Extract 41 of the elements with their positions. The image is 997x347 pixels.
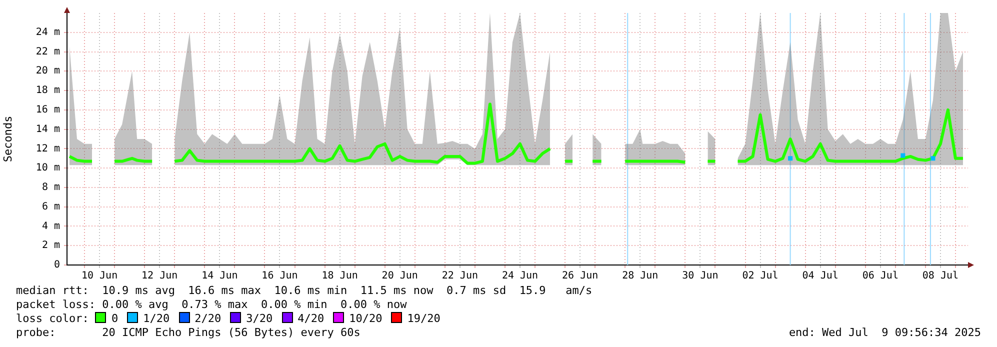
- x-tick-label: 06 Jul: [862, 270, 898, 282]
- legend-label: 10/20: [348, 312, 382, 325]
- legend-label: 0: [110, 312, 118, 325]
- y-tick-label: 0: [54, 260, 60, 271]
- y-axis-title: Seconds: [1, 116, 14, 162]
- y-tick-label: 8 m: [42, 182, 60, 194]
- text: median rtt: 10.9 ms avg 16.6 ms max 10.6 ms min 11.5 ms now 0.7 ms sd 15.9 am/s: [16, 284, 594, 298]
- x-tick-label: 08 Jul: [922, 270, 959, 282]
- y-tick-label: 4 m: [42, 220, 60, 232]
- y-tick-label: 14 m: [36, 124, 60, 135]
- y-tick-label: 10 m: [36, 162, 60, 174]
- x-tick-label: 02 Jul: [742, 270, 778, 282]
- text: probe: 20 ICMP Echo Pings (56 Bytes) every 60s: [16, 326, 360, 339]
- x-tick-label: 28 Jun: [622, 270, 658, 282]
- legend-label: 19/20: [406, 312, 440, 325]
- y-tick-label: 12 m: [36, 143, 60, 154]
- legend-label: 1/20: [142, 312, 170, 325]
- y-tick-label: 6 m: [42, 201, 60, 212]
- x-tick-label: 20 Jun: [382, 270, 418, 282]
- y-tick-label: 24 m: [36, 26, 60, 38]
- y-tick-label: 16 m: [36, 104, 60, 116]
- text: end: Wed Jul 9 09:56:34 2025: [788, 326, 981, 340]
- x-tick-label: 16 Jun: [262, 270, 298, 282]
- y-tick-label: 22 m: [36, 46, 60, 58]
- y-tick-label: 20 m: [36, 66, 60, 77]
- x-tick-label: 18 Jun: [322, 270, 358, 282]
- text: packet loss: 0.00 % avg 0.73 % max 0.00 % min 0.00 % now: [16, 298, 408, 312]
- legend-label: 4/20: [296, 312, 324, 325]
- legend-title: loss color:: [16, 312, 89, 325]
- x-tick-label: 22 Jun: [442, 270, 478, 282]
- x-tick-label: 14 Jun: [202, 270, 238, 282]
- y-tick-label: 2 m: [42, 240, 60, 252]
- legend-label: 3/20: [245, 312, 273, 325]
- y-tick-label: 18 m: [36, 85, 60, 96]
- x-tick-label: 12 Jun: [142, 270, 178, 282]
- x-tick-label: 26 Jun: [562, 270, 598, 282]
- x-tick-label: 10 Jun: [81, 270, 118, 282]
- x-tick-label: 04 Jul: [802, 270, 838, 282]
- x-tick-label: 30 Jun: [682, 270, 718, 282]
- x-tick-label: 24 Jun: [502, 270, 538, 282]
- legend-label: 2/20: [194, 312, 222, 325]
